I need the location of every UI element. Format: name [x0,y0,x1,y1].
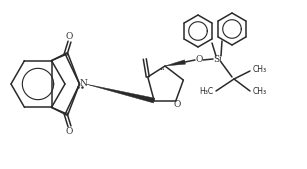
Text: ••: •• [147,98,153,103]
Text: Si: Si [213,54,223,64]
Text: O: O [173,100,181,109]
Text: CH₃: CH₃ [253,66,267,75]
Text: CH₃: CH₃ [253,88,267,96]
Text: O: O [195,55,203,65]
Polygon shape [165,60,185,66]
Text: ••: •• [159,67,165,73]
Text: H₃C: H₃C [199,88,213,96]
Text: O: O [66,127,73,136]
Polygon shape [86,84,155,103]
Text: O: O [66,32,73,41]
Text: N: N [80,79,87,89]
